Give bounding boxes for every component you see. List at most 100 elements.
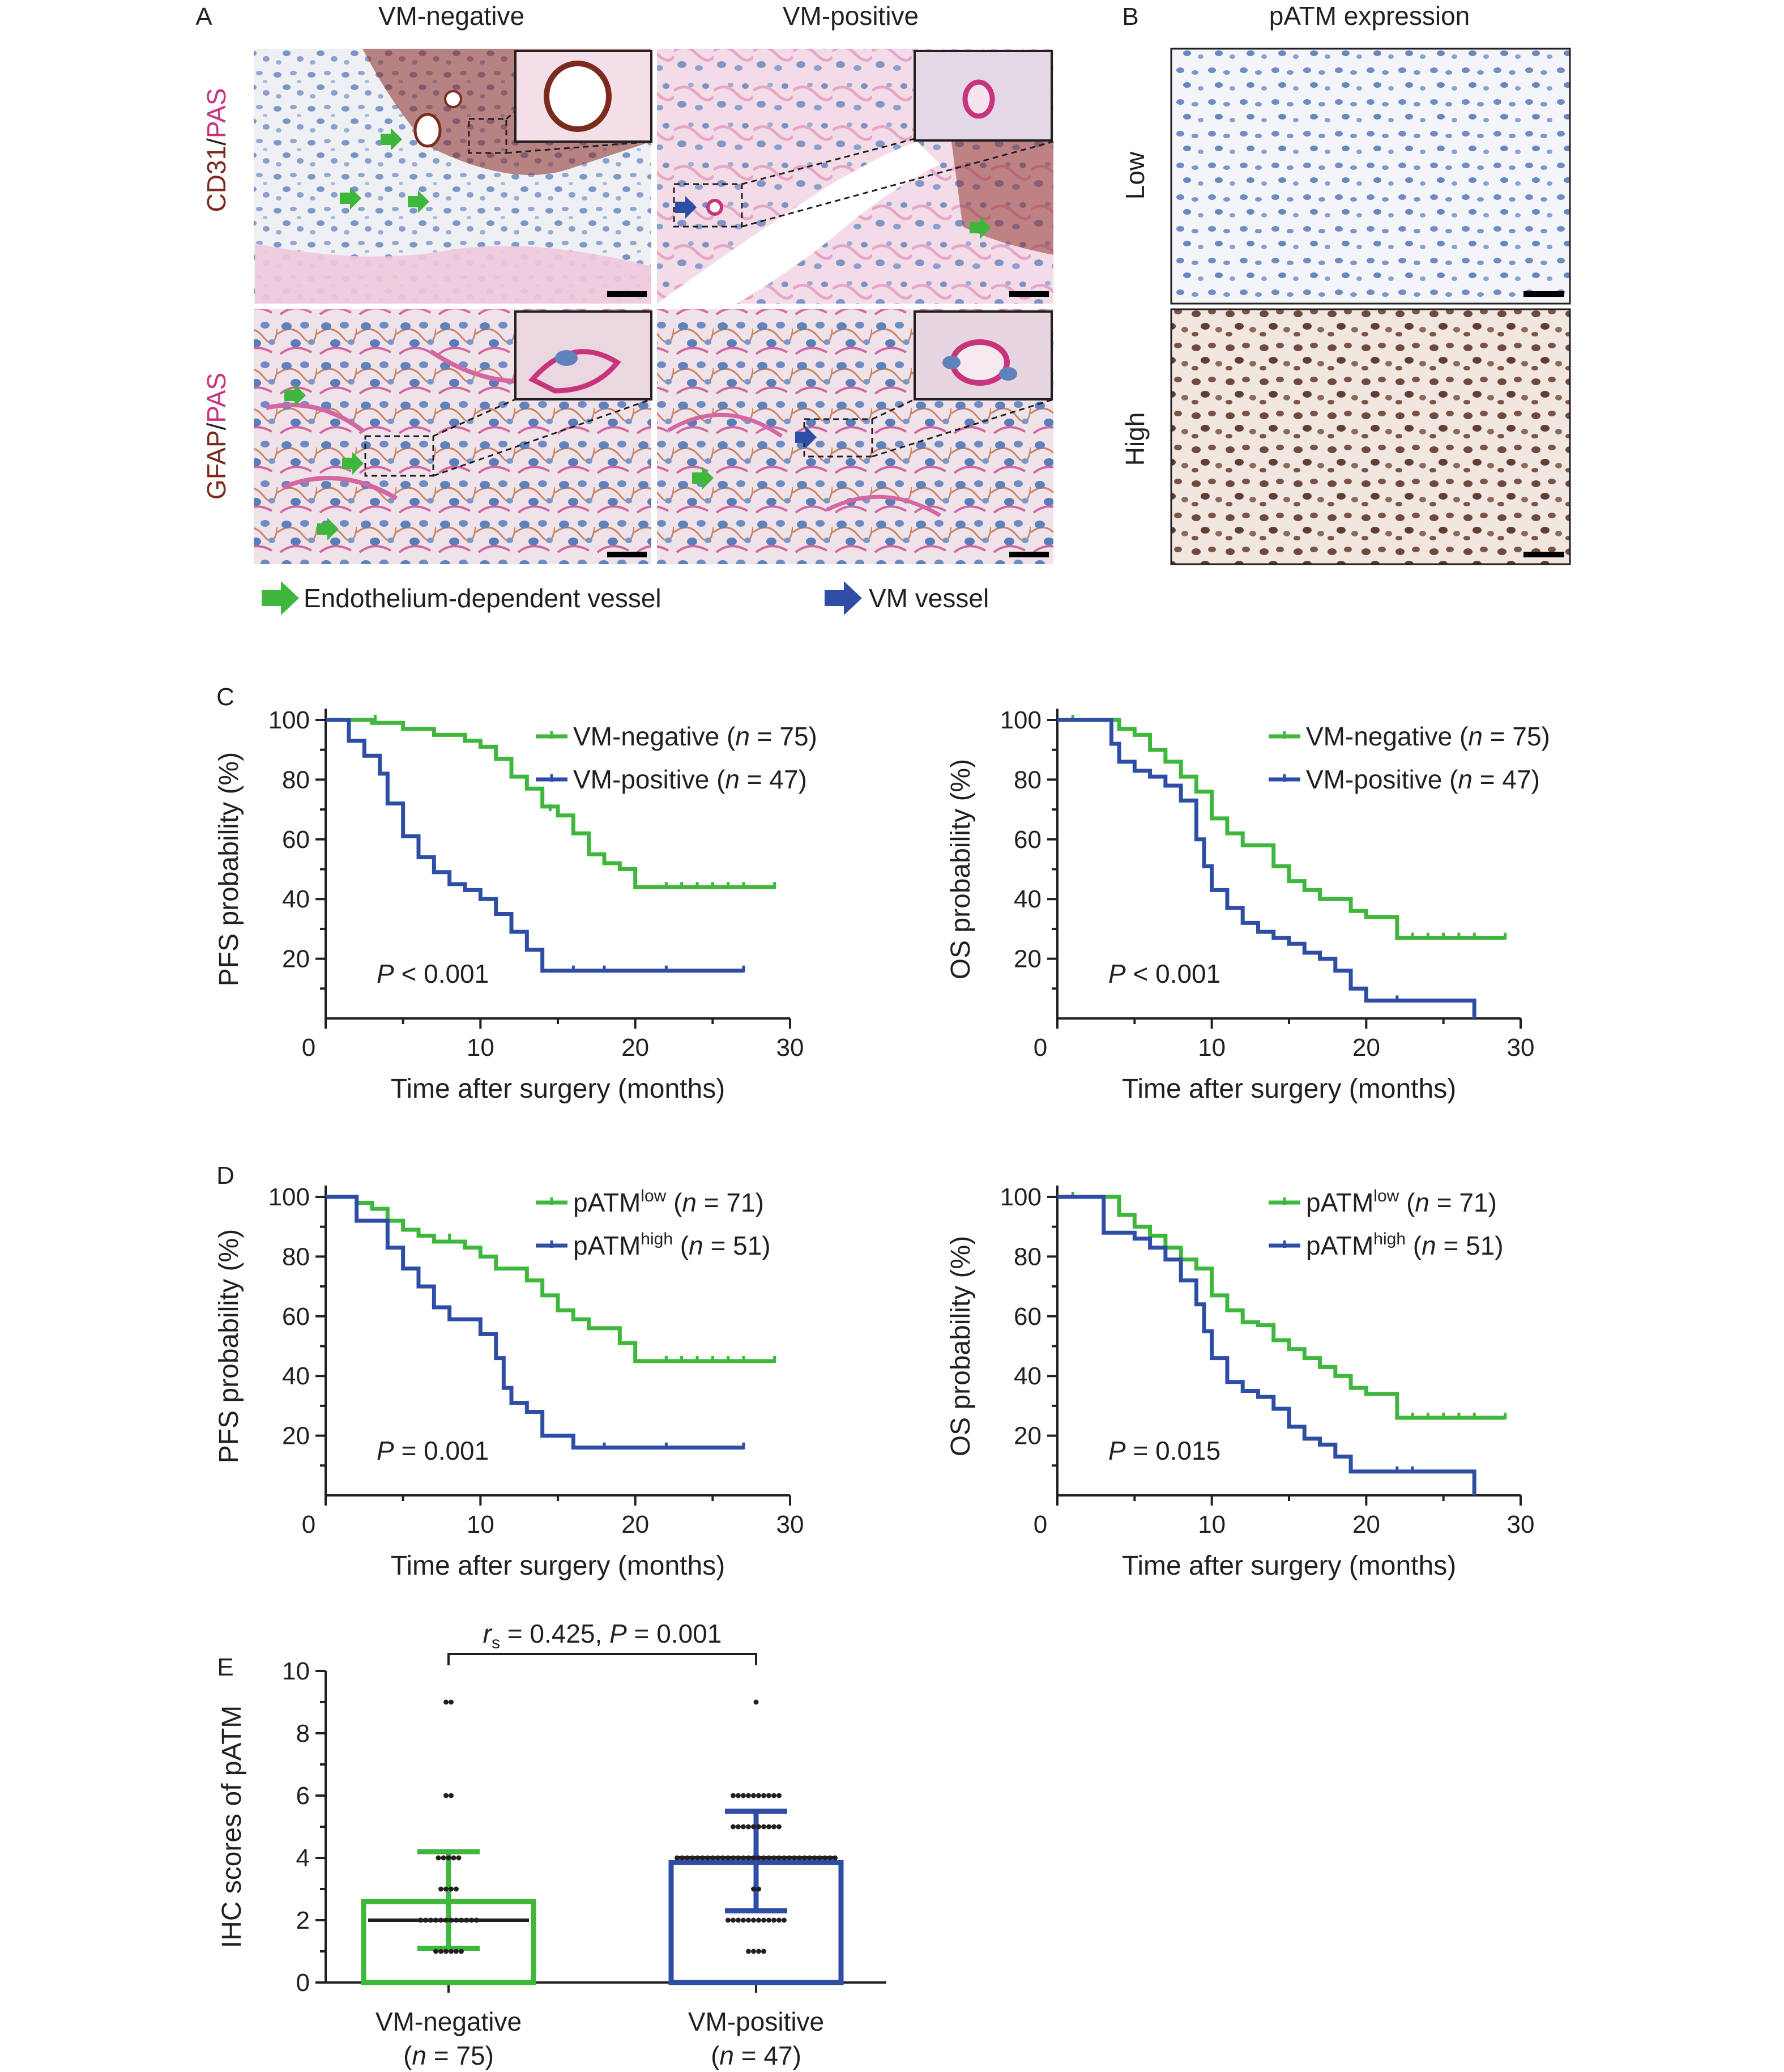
x-tick-label: 10 — [467, 1511, 494, 1538]
p-italic: P — [377, 959, 394, 988]
y-tick-label: 20 — [1014, 945, 1042, 973]
legend-count: = 71) — [1429, 1188, 1497, 1217]
legend-name: VM-negative — [1306, 722, 1452, 751]
data-point — [761, 1793, 766, 1798]
green-arrow-icon — [340, 187, 361, 210]
x-tick-label: 0 — [302, 1511, 315, 1538]
data-point — [436, 1855, 441, 1861]
legend-label: VM-negative (n = 75) — [573, 722, 817, 751]
legend-sup: low — [641, 1187, 666, 1205]
green-arrow-icon — [408, 190, 429, 213]
legend-space: ( — [1406, 1231, 1422, 1260]
data-point — [771, 1824, 776, 1830]
slash: / — [202, 138, 231, 146]
x-tick-label: 30 — [776, 1034, 804, 1061]
data-point — [449, 1949, 454, 1954]
n-value: = 75) — [426, 2041, 494, 2070]
legend-label: pATMlow (n = 71) — [573, 1187, 764, 1217]
data-point — [441, 1855, 446, 1861]
legend-count: = 51) — [1436, 1231, 1504, 1260]
data-point — [782, 1917, 787, 1923]
y-tick-label: 80 — [1014, 766, 1042, 794]
legend-count: = 75) — [750, 722, 817, 751]
panel-label-e: E — [217, 1653, 233, 1681]
significance-bracket — [447, 1653, 757, 1665]
km-chart-c-os: 0 10 20 30 20 40 60 80 100 Time after surgery (mo… — [946, 706, 1550, 1104]
scale-bar — [1009, 552, 1049, 557]
data-point — [761, 1824, 766, 1830]
legend-endothelium-dependent: Endothelium-dependent vessel — [304, 583, 661, 613]
p-value: P = 0.001 — [377, 1436, 489, 1465]
km-curve-blue — [1057, 718, 1476, 1018]
legend-label: pATMhigh (n = 51) — [1306, 1230, 1504, 1260]
category-n: (n = 47) — [711, 2041, 801, 2070]
row-label-low: Low — [1120, 151, 1150, 199]
data-point — [731, 1824, 736, 1830]
y-axis-label: OS probability (%) — [946, 1236, 976, 1456]
legend-count: = 71) — [697, 1188, 764, 1217]
data-point — [756, 1917, 761, 1923]
x-tick-label: 0 — [302, 1034, 315, 1061]
y-tick-label: 20 — [282, 945, 310, 973]
x-tick-label: 0 — [1034, 1034, 1047, 1061]
legend-name: VM-positive — [1306, 765, 1442, 794]
green-arrow-icon — [970, 216, 991, 239]
p-italic: P — [609, 1619, 627, 1648]
row-label-gfap-pas: GFAP/PAS — [202, 373, 231, 500]
data-point — [438, 1949, 443, 1954]
r-subscript: s — [492, 1634, 500, 1652]
data-point — [746, 1949, 751, 1954]
micrograph-patm-low — [1170, 48, 1571, 305]
panel-label-b: B — [1122, 3, 1138, 31]
data-point — [751, 1917, 756, 1923]
data-point — [766, 1793, 771, 1798]
data-point — [746, 1793, 751, 1798]
data-point — [741, 1793, 746, 1798]
data-point — [456, 1855, 462, 1861]
x-tick-label: 30 — [1507, 1511, 1535, 1538]
data-point — [751, 1793, 756, 1798]
legend-n: n — [1422, 1231, 1436, 1260]
p-value: = 0.001 — [627, 1619, 722, 1648]
x-tick-label: 10 — [467, 1034, 494, 1061]
data-point — [776, 1917, 782, 1923]
y-tick-label: 60 — [282, 1303, 310, 1331]
legend-space: ( — [1452, 722, 1469, 751]
data-point — [433, 1949, 438, 1954]
y-tick-label: 60 — [282, 826, 310, 854]
row-label-high: High — [1120, 412, 1150, 466]
p-italic: P — [377, 1436, 394, 1465]
p-rest: = 0.015 — [1126, 1436, 1221, 1465]
y-tick-label: 20 — [282, 1422, 310, 1450]
panel-label-a: A — [195, 3, 212, 31]
p-rest: = 0.001 — [394, 1436, 489, 1465]
km-chart-d-pfs: 0 10 20 30 20 40 60 80 100 Time after surgery (mo… — [214, 1183, 804, 1581]
data-point — [761, 1949, 766, 1954]
panel-label-c: C — [216, 683, 234, 711]
data-point — [766, 1917, 771, 1923]
panel-b: B pATM expression Low High — [1120, 1, 1571, 565]
y-tick-label: 80 — [282, 766, 310, 794]
data-point — [454, 1949, 459, 1954]
p-rest: < 0.001 — [1126, 959, 1221, 988]
y-tick-label: 40 — [282, 885, 310, 913]
panel-b-title: pATM expression — [1269, 1, 1470, 31]
y-tick-label: 40 — [282, 1362, 310, 1390]
data-point — [776, 1824, 782, 1830]
data-point — [454, 1886, 459, 1892]
data-point — [459, 1949, 464, 1954]
category-label: VM-positive — [688, 2007, 824, 2036]
scale-bar — [607, 291, 647, 297]
y-tick-label: 80 — [1014, 1243, 1042, 1271]
data-point — [449, 1886, 454, 1892]
y-tick-label: 60 — [1014, 1303, 1042, 1331]
green-arrow-icon — [317, 518, 339, 540]
data-point — [449, 1793, 454, 1798]
data-point — [771, 1793, 776, 1798]
legend-label: VM-positive (n = 47) — [573, 765, 807, 794]
data-point — [766, 1824, 771, 1830]
micrograph-patm-high — [1170, 308, 1571, 565]
scale-bar — [1009, 291, 1049, 297]
y-tick-label: 100 — [1000, 706, 1042, 734]
